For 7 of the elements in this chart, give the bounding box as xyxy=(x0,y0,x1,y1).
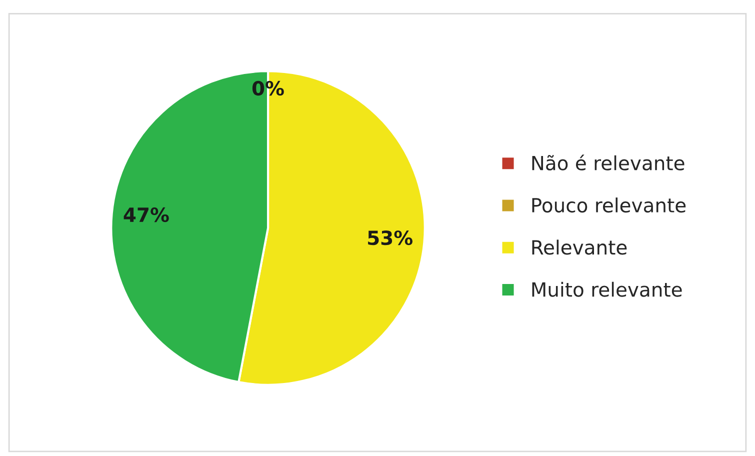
data-label: 53% xyxy=(368,230,412,246)
legend-label: Muito relevante xyxy=(532,282,682,297)
data-label: 47% xyxy=(124,207,169,222)
legend-label: Não é relevante xyxy=(532,154,684,170)
legend-label: Pouco relevante xyxy=(532,198,686,213)
text: 0% xyxy=(252,80,284,96)
legend-label: Relevante xyxy=(532,240,627,255)
